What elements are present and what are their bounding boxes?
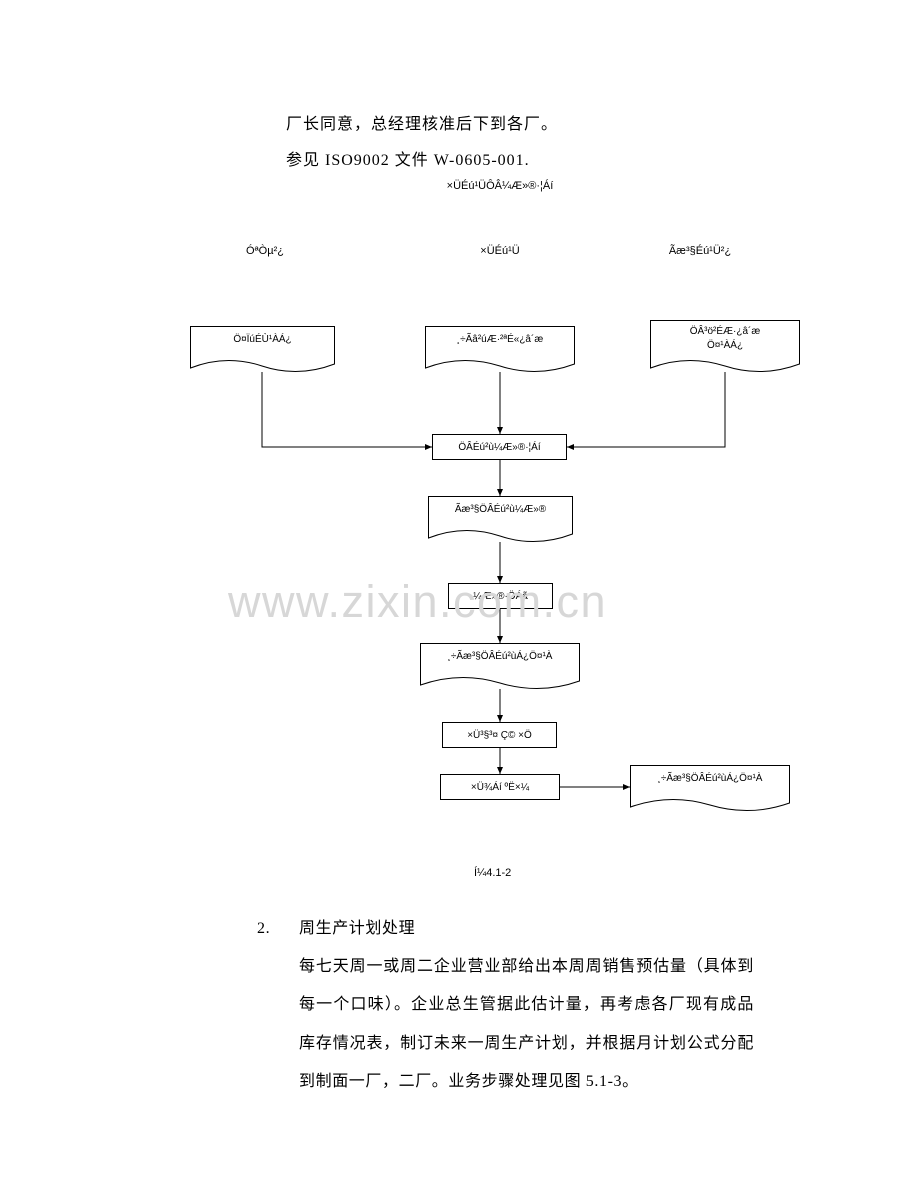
flowchart-diagram: ×ÜÉú¹ÜÔÂ¼Æ»®·¦Áí ÓªÒµ²¿ ×ÜÉú¹Ü Ãæ³§Éú¹Ü²… — [180, 180, 820, 870]
section-body: 每七天周一或周二企业营业部给出本周周销售预估量（具体到每一个口味）。企业总生管据… — [299, 948, 754, 1102]
intro-line-1: 厂长同意，总经理核准后下到各厂。 — [286, 107, 558, 142]
watermark: www.zixin.com.cn — [228, 576, 607, 628]
figure-caption: Í¼4.1-2 — [474, 867, 511, 879]
section-heading: 周生产计划处理 — [299, 910, 415, 948]
section-number: 2. — [257, 910, 270, 948]
connectors — [180, 180, 820, 870]
intro-line-2: 参见 ISO9002 文件 W-0605-001. — [286, 143, 530, 178]
